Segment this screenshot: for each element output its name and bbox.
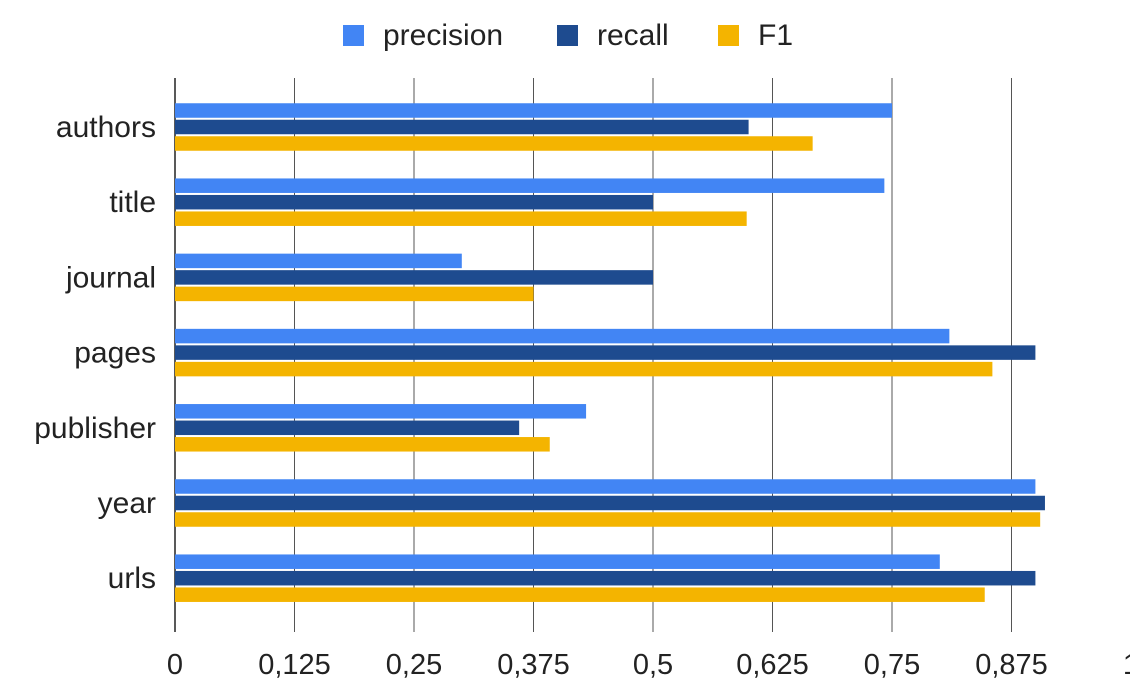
bar-recall-year [175, 495, 1045, 511]
bar-f1-pages [175, 361, 993, 377]
legend-swatch [557, 25, 578, 46]
legend: precision recall F1 [343, 19, 793, 52]
bar-f1-publisher [175, 437, 550, 452]
x-tick-label: 0,625 [736, 649, 809, 681]
bar-recall-publisher [175, 420, 520, 436]
legend-swatch [343, 25, 364, 46]
bar-f1-urls [175, 587, 985, 602]
legend-label: precision [383, 19, 503, 52]
bar-f1-authors [175, 136, 813, 151]
legend-label: F1 [758, 19, 793, 52]
x-tick-label: 0,5 [633, 649, 673, 681]
bar-recall-pages [175, 345, 1036, 360]
x-tick-label: 0,375 [497, 649, 570, 681]
x-tick-label: 0 [167, 649, 183, 681]
bar-precision-publisher [175, 404, 587, 419]
bar-f1-year [175, 512, 1041, 527]
category-label: urls [108, 562, 156, 595]
bar-precision-journal [175, 253, 462, 269]
bar-recall-urls [175, 570, 1036, 586]
category-label: year [98, 487, 156, 520]
bar-precision-pages [175, 328, 950, 344]
bar-precision-year [175, 479, 1036, 494]
legend-label: recall [597, 19, 669, 52]
x-tick-label: 0,125 [258, 649, 331, 681]
x-tick-labels: 0 0,125 0,25 0,375 0,5 0,625 0,75 0,875 1 [167, 649, 1130, 681]
x-tick-label: 0,25 [386, 649, 442, 681]
category-label: journal [65, 261, 156, 294]
bar-recall-title [175, 194, 653, 210]
bar-recall-authors [175, 119, 749, 135]
category-label: authors [56, 111, 156, 144]
bar-f1-journal [175, 286, 534, 302]
category-label: title [109, 186, 156, 219]
category-label: pages [74, 337, 156, 370]
category-label: publisher [34, 412, 156, 445]
legend-swatch [718, 25, 739, 46]
bar-precision-urls [175, 554, 940, 569]
bar-precision-authors [175, 103, 892, 118]
bar-precision-title [175, 178, 885, 193]
bars [175, 103, 1045, 602]
bar-f1-title [175, 211, 747, 226]
bar-recall-journal [175, 270, 653, 285]
category-labels: authors title journal pages publisher year url… [34, 111, 156, 595]
x-tick-label: 1 [1123, 649, 1130, 681]
x-tick-label: 0,75 [864, 649, 920, 681]
x-tick-label: 0,875 [975, 649, 1048, 681]
